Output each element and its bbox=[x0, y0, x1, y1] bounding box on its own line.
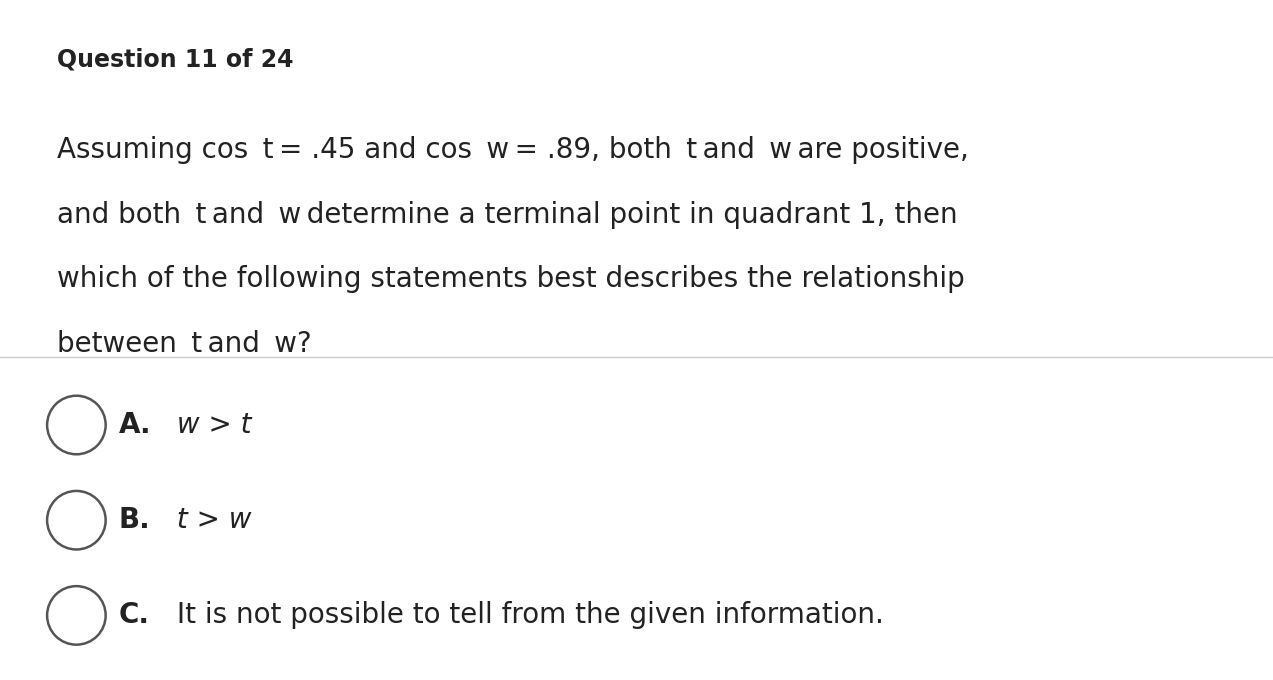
Text: C.: C. bbox=[118, 601, 149, 630]
Text: B.: B. bbox=[118, 506, 150, 534]
Text: which of the following statements best describes the relationship: which of the following statements best d… bbox=[57, 265, 965, 293]
Text: and both  t and  w determine a terminal point in quadrant 1, then: and both t and w determine a terminal po… bbox=[57, 201, 957, 228]
Text: w > t: w > t bbox=[168, 411, 252, 439]
Text: Question 11 of 24: Question 11 of 24 bbox=[57, 48, 294, 71]
Text: between  t and  w?: between t and w? bbox=[57, 330, 312, 358]
Text: Assuming cos  t = .45 and cos  w = .89, both  t and  w are positive,: Assuming cos t = .45 and cos w = .89, bo… bbox=[57, 136, 969, 164]
Text: t > w: t > w bbox=[168, 506, 252, 534]
Text: It is not possible to tell from the given information.: It is not possible to tell from the give… bbox=[168, 601, 883, 630]
Text: A.: A. bbox=[118, 411, 151, 439]
